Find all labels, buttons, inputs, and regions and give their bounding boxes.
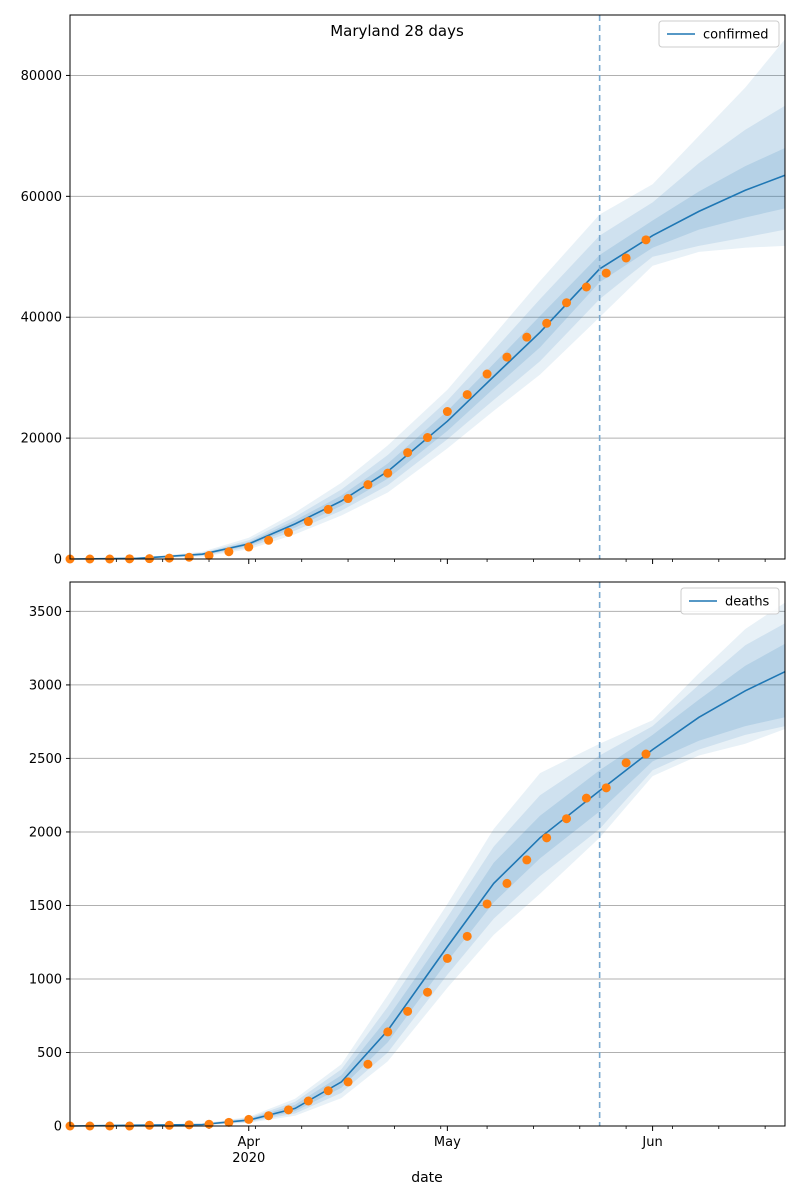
x-tick-label: Jun <box>641 1135 662 1150</box>
observed-point <box>502 878 512 888</box>
median-line-deaths <box>69 670 786 1127</box>
y-tick-label: 3500 <box>29 605 62 620</box>
observed-point <box>522 332 532 342</box>
observed-point <box>403 1006 413 1016</box>
observed-point <box>363 1059 373 1069</box>
observed-point <box>283 1105 293 1115</box>
observed-point <box>224 547 234 557</box>
x-tick-label: May <box>434 1135 461 1150</box>
y-tick-label: 1500 <box>29 899 62 914</box>
legend: deaths <box>680 587 780 615</box>
observed-point <box>542 318 552 328</box>
y-tick-label: 0 <box>54 553 62 568</box>
observed-point <box>343 1077 353 1087</box>
observed-point <box>204 550 214 560</box>
observed-point <box>303 1096 313 1106</box>
observed-point <box>502 352 512 362</box>
observed-point <box>303 517 313 527</box>
observed-point <box>601 268 611 278</box>
observed-point <box>542 833 552 843</box>
observed-point <box>601 783 611 793</box>
observed-point <box>442 953 452 963</box>
observed-point <box>442 407 452 417</box>
observed-point <box>144 1120 154 1130</box>
y-tick-label: 1000 <box>29 972 62 987</box>
observed-point <box>641 749 651 759</box>
observed-point <box>184 552 194 562</box>
observed-point <box>581 793 591 803</box>
legend: confirmed <box>658 20 780 48</box>
observed-point <box>323 1086 333 1096</box>
y-tick-label: 20000 <box>21 432 62 447</box>
observed-point <box>562 298 572 308</box>
y-tick-label: 500 <box>37 1046 62 1061</box>
observed-point <box>244 542 254 552</box>
observed-point <box>482 369 492 379</box>
band-95 <box>70 39 785 559</box>
observed-point <box>581 282 591 292</box>
observed-point <box>164 1120 174 1130</box>
x-axis-label: date <box>411 1170 443 1186</box>
observed-point <box>264 1111 274 1121</box>
observed-point <box>522 855 532 865</box>
observed-point <box>403 448 413 458</box>
median-line-confirmed <box>69 174 786 560</box>
observed-point <box>482 899 492 909</box>
y-tick-label: 3000 <box>29 678 62 693</box>
y-tick-label: 2000 <box>29 825 62 840</box>
legend-label: confirmed <box>703 28 769 43</box>
y-tick-label: 2500 <box>29 752 62 767</box>
observed-point <box>462 390 472 400</box>
observed-point <box>462 931 472 941</box>
plot-frame <box>69 581 786 1127</box>
x-tick-label: Apr <box>238 1135 261 1150</box>
y-tick-label: 40000 <box>21 311 62 326</box>
legend-box <box>680 587 780 615</box>
observed-point <box>383 468 393 478</box>
observed-point <box>184 1120 194 1130</box>
observed-point <box>621 253 631 263</box>
observed-point <box>621 758 631 768</box>
y-tick-label: 60000 <box>21 190 62 205</box>
observed-point <box>224 1117 234 1127</box>
observed-point <box>264 535 274 545</box>
band-50 <box>70 643 785 1126</box>
band-50 <box>70 148 785 559</box>
chart-title: Maryland 28 days <box>330 22 464 40</box>
observed-point <box>343 494 353 504</box>
band-95 <box>70 602 785 1126</box>
y-tick-label: 0 <box>54 1120 62 1135</box>
observed-point <box>423 433 432 443</box>
band-80 <box>70 623 785 1126</box>
observed-point <box>641 235 651 245</box>
observed-point <box>164 553 174 563</box>
x-tick-sublabel: 2020 <box>232 1151 265 1166</box>
plot-frame <box>69 14 786 560</box>
observed-point <box>204 1119 214 1129</box>
observed-point <box>423 987 432 997</box>
legend-label: deaths <box>725 595 770 610</box>
observed-point <box>323 504 333 514</box>
legend-box <box>658 20 780 48</box>
observed-point <box>562 814 572 824</box>
y-tick-label: 80000 <box>21 69 62 84</box>
observed-point <box>383 1027 393 1037</box>
confirmed-chart: 0 20000 40000 60000 80000 confirmed <box>21 14 786 568</box>
observed-point <box>244 1114 254 1124</box>
observed-point <box>283 527 293 537</box>
observed-point <box>363 480 373 490</box>
